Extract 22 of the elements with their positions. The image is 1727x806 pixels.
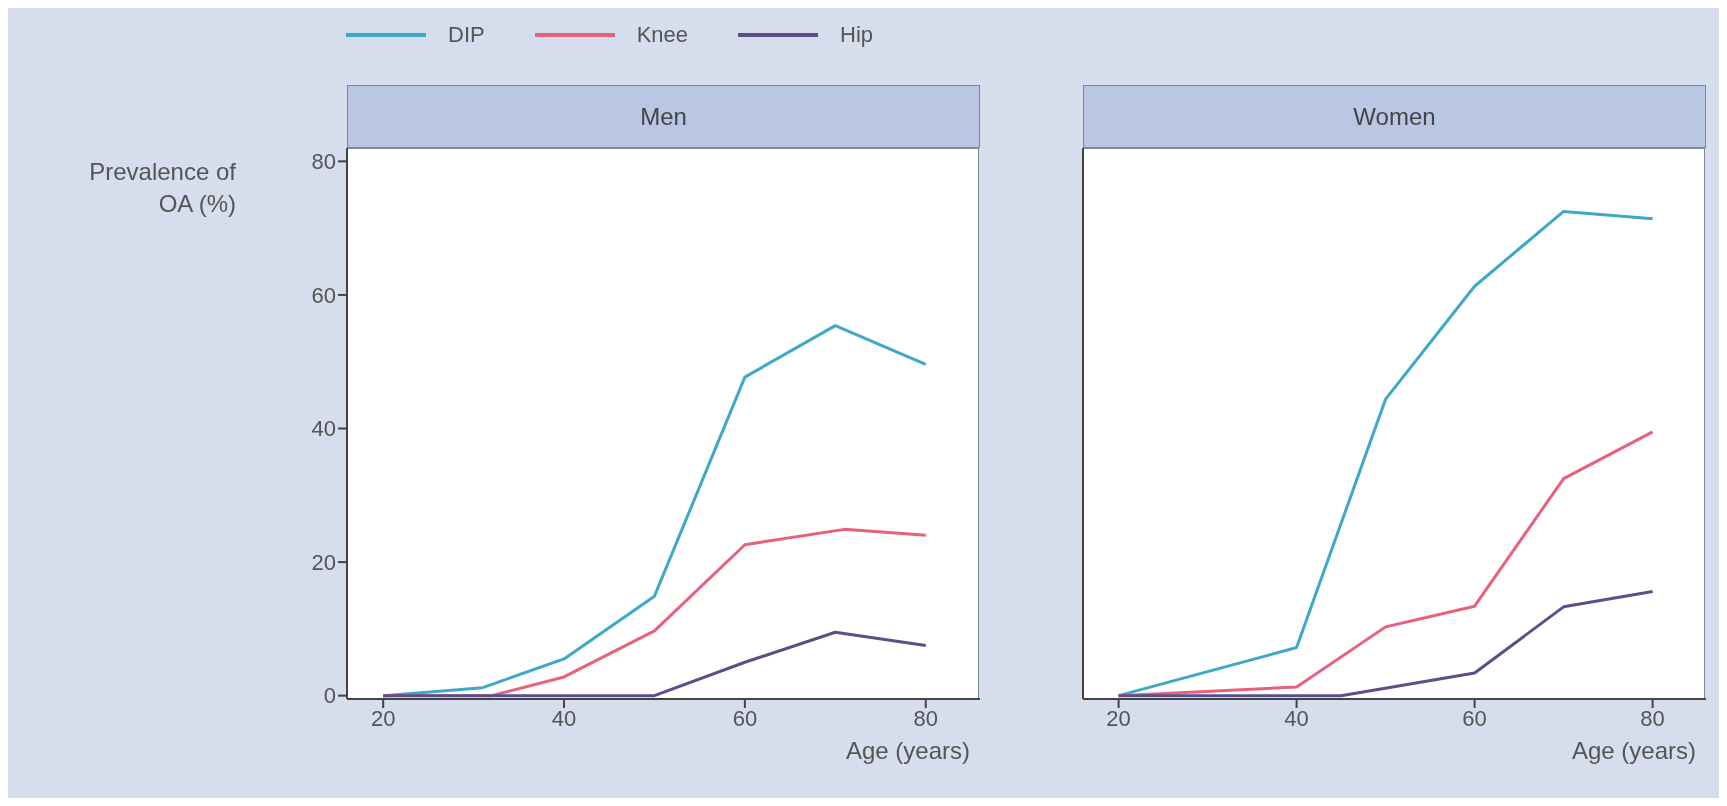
- x-tick-label: 60: [1462, 705, 1487, 731]
- x-axis-title: Age (years): [845, 737, 970, 764]
- legend-label: Hip: [840, 22, 874, 48]
- x-tick-label: 20: [370, 705, 396, 731]
- x-axis-title: Age (years): [1571, 737, 1696, 764]
- y-tick-label: 80: [311, 149, 336, 175]
- chart-title: Women: [1083, 85, 1706, 148]
- y-axis-title: Prevalence of OA (%): [88, 157, 236, 219]
- x-tick-label: 80: [913, 705, 938, 731]
- chart-title: Men: [347, 85, 980, 148]
- y-tick-label: 0: [323, 683, 336, 709]
- x-tick-label: 40: [1284, 705, 1309, 731]
- x-tick-label: 20: [1106, 705, 1131, 731]
- legend-label: DIP: [448, 22, 485, 48]
- line-series: [381, 630, 928, 698]
- y-tick-label: 60: [311, 282, 336, 308]
- y-tick-label: 40: [311, 416, 336, 442]
- legend-label: Knee: [636, 22, 689, 48]
- y-tick-label: 20: [311, 549, 336, 575]
- x-tick-label: 60: [732, 705, 758, 731]
- x-tick-label: 80: [1640, 705, 1665, 731]
- x-tick-label: 40: [551, 705, 577, 731]
